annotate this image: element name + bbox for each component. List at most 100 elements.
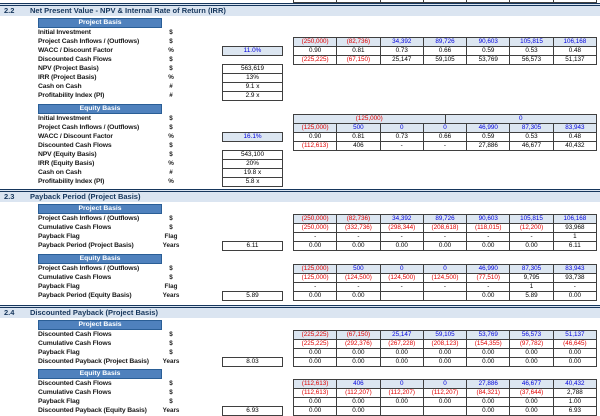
row-label: Payback Flag xyxy=(38,398,80,405)
result-value-box[interactable]: 6.93 xyxy=(222,406,283,416)
data-cell[interactable]: 0.00 xyxy=(552,291,597,301)
data-cell[interactable]: 40,432 xyxy=(552,141,597,151)
row-unit: % xyxy=(168,74,174,81)
model-row: Cash on Cash #19.8 x xyxy=(0,168,600,178)
assumption-input-cell[interactable]: 16.1% xyxy=(222,132,283,142)
result-value-box[interactable]: 6.11 xyxy=(222,241,283,251)
row-unit: $ xyxy=(169,115,173,122)
row-cells: ------1 xyxy=(293,232,597,242)
section-2.3: 2.3 Payback Period (Project Basis) Project… xyxy=(0,189,600,301)
section-number: 2.3 xyxy=(4,192,15,201)
data-cell[interactable] xyxy=(422,406,468,416)
section-header: 2.2 Net Present Value - NPV & Internal Ra… xyxy=(0,3,600,16)
data-cell[interactable]: 6.93 xyxy=(552,406,597,416)
data-cell[interactable]: 0.00 xyxy=(509,406,554,416)
result-value-box[interactable]: 8.03 xyxy=(222,357,283,367)
row-label: Discounted Payback (Project Basis) xyxy=(38,358,149,365)
row-cells: 0.00 0.00 0.00 0.00 0.00 0.00 6.11 xyxy=(293,241,597,251)
row-unit: # xyxy=(169,83,173,90)
model-row: Cumulative Cash Flows $ (250,000) (332,736)… xyxy=(0,223,600,233)
data-cell[interactable]: 0.00 xyxy=(466,406,511,416)
row-label: Payback Period (Equity Basis) xyxy=(38,292,132,299)
row-unit: Flag xyxy=(164,233,178,240)
model-row: IRR (Equity Basis)% 20% xyxy=(0,159,600,169)
row-label: Cash on Cash xyxy=(38,169,82,176)
row-unit: $ xyxy=(169,274,173,281)
row-unit: $ xyxy=(169,349,173,356)
data-cell[interactable]: 0.00 xyxy=(509,357,554,367)
row-unit: Flag xyxy=(164,283,178,290)
data-cell[interactable]: 0.00 xyxy=(336,406,381,416)
row-unit: $ xyxy=(169,29,173,36)
data-cell[interactable]: 0.00 xyxy=(466,241,511,251)
model-row: Payback Flag $0.00 0.00 0.00 0.00 0.00 0.00 1.0… xyxy=(0,397,600,407)
row-label: Payback Period (Project Basis) xyxy=(38,242,134,249)
row-cells: (112,613) 406- -27,886 46,677 40,432 xyxy=(293,141,597,151)
row-label: Cumulative Cash Flows xyxy=(38,340,112,347)
row-label: Cumulative Cash Flows xyxy=(38,224,112,231)
row-cells: (125,000) (124,500) (124,500) (124,500) (77,… xyxy=(293,273,597,283)
row-label: Payback Flag xyxy=(38,283,80,290)
model-row: NPV (Equity Basis) $543,100 xyxy=(0,150,600,160)
data-cell[interactable] xyxy=(422,291,468,301)
row-unit: Years xyxy=(162,358,180,365)
row-unit: % xyxy=(168,160,174,167)
data-cell[interactable]: 0.00 xyxy=(466,291,511,301)
project-basis-header: Project Basis xyxy=(38,18,162,28)
data-cell[interactable]: 0.00 xyxy=(422,241,468,251)
model-row: Discounted Cash Flows $ (225,225) (67,150) 2… xyxy=(0,330,600,340)
row-unit: $ xyxy=(169,331,173,338)
project-basis-header: Project Basis xyxy=(38,320,162,330)
data-cell[interactable]: 0.00 xyxy=(293,241,338,251)
section-number: 2.2 xyxy=(4,6,15,15)
data-cell xyxy=(552,0,597,3)
row-cells: (225,225) (67,150) 25,147 59,105 53,769 56,57… xyxy=(293,55,597,65)
result-value-box[interactable]: 2.9 x xyxy=(222,91,283,101)
data-cell[interactable]: 0.00 xyxy=(336,357,381,367)
result-value-box[interactable]: 5.89 xyxy=(222,291,283,301)
data-cell[interactable]: 0.00 xyxy=(293,406,338,416)
row-cells: 0.00 0.00 0.00 0.00 0.00 0.00 1.00 xyxy=(293,397,597,407)
data-cell[interactable]: 0.00 xyxy=(293,291,338,301)
assumption-input-cell[interactable]: 11.0% xyxy=(222,46,283,56)
model-row: Discounted Payback (Project Basis) Years 8… xyxy=(0,357,600,367)
model-row: Payback Period (Project Basis) Years 6.11 0… xyxy=(0,241,600,251)
data-cell[interactable]: 0.00 xyxy=(422,357,468,367)
row-label: Profitability Index (PI) xyxy=(38,178,105,185)
model-row: Initial Investment $ xyxy=(0,28,600,37)
model-row: Payback Flag $0.00 0.00 0.00 0.00 0.00 0.00 0.0… xyxy=(0,348,600,358)
data-cell[interactable]: 0.00 xyxy=(336,241,381,251)
row-unit: $ xyxy=(169,340,173,347)
data-cell[interactable]: 0.00 xyxy=(466,357,511,367)
row-unit: $ xyxy=(169,380,173,387)
row-label: Project Cash Inflows / (Outflows) xyxy=(38,38,140,45)
row-label: Discounted Cash Flows xyxy=(38,142,112,149)
row-unit: # xyxy=(169,92,173,99)
data-cell[interactable]: 0.00 xyxy=(293,357,338,367)
data-cell[interactable]: 51,137 xyxy=(552,55,597,65)
model-row: Discounted Cash Flows $ (112,613) 406 0 0 27,8… xyxy=(0,379,600,389)
data-cell[interactable]: 0.00 xyxy=(336,291,381,301)
data-cell[interactable]: 6.11 xyxy=(552,241,597,251)
row-unit: # xyxy=(169,169,173,176)
data-cell[interactable]: 0.00 xyxy=(552,357,597,367)
data-cell[interactable] xyxy=(379,291,424,301)
data-cell[interactable]: 0.00 xyxy=(379,241,424,251)
row-unit: Years xyxy=(162,242,180,249)
row-label: Profitability Index (PI) xyxy=(38,92,105,99)
data-cell[interactable]: 5.89 xyxy=(509,291,554,301)
row-label: WACC / Discount Factor xyxy=(38,47,113,54)
result-value-box[interactable]: 5.8 x xyxy=(222,177,283,187)
row-cells: 0.00 0.00 0.00 0.00 6.93 xyxy=(293,406,597,416)
model-row: Initial Investment $ (125,000) 0 xyxy=(0,114,600,124)
data-cell[interactable]: 0.00 xyxy=(509,241,554,251)
data-cell[interactable]: 0.00 xyxy=(379,357,424,367)
row-label: Discounted Cash Flows xyxy=(38,380,112,387)
model-row: Project Cash Inflows / (Outflows) $ (250,0… xyxy=(0,214,600,224)
section-title: Payback Period (Project Basis) xyxy=(30,192,141,201)
model-row: IRR (Project Basis)% 13% xyxy=(0,73,600,83)
data-cell[interactable] xyxy=(379,406,424,416)
row-label: Cash on Cash xyxy=(38,83,82,90)
row-label: Discounted Payback (Equity Basis) xyxy=(38,407,147,414)
